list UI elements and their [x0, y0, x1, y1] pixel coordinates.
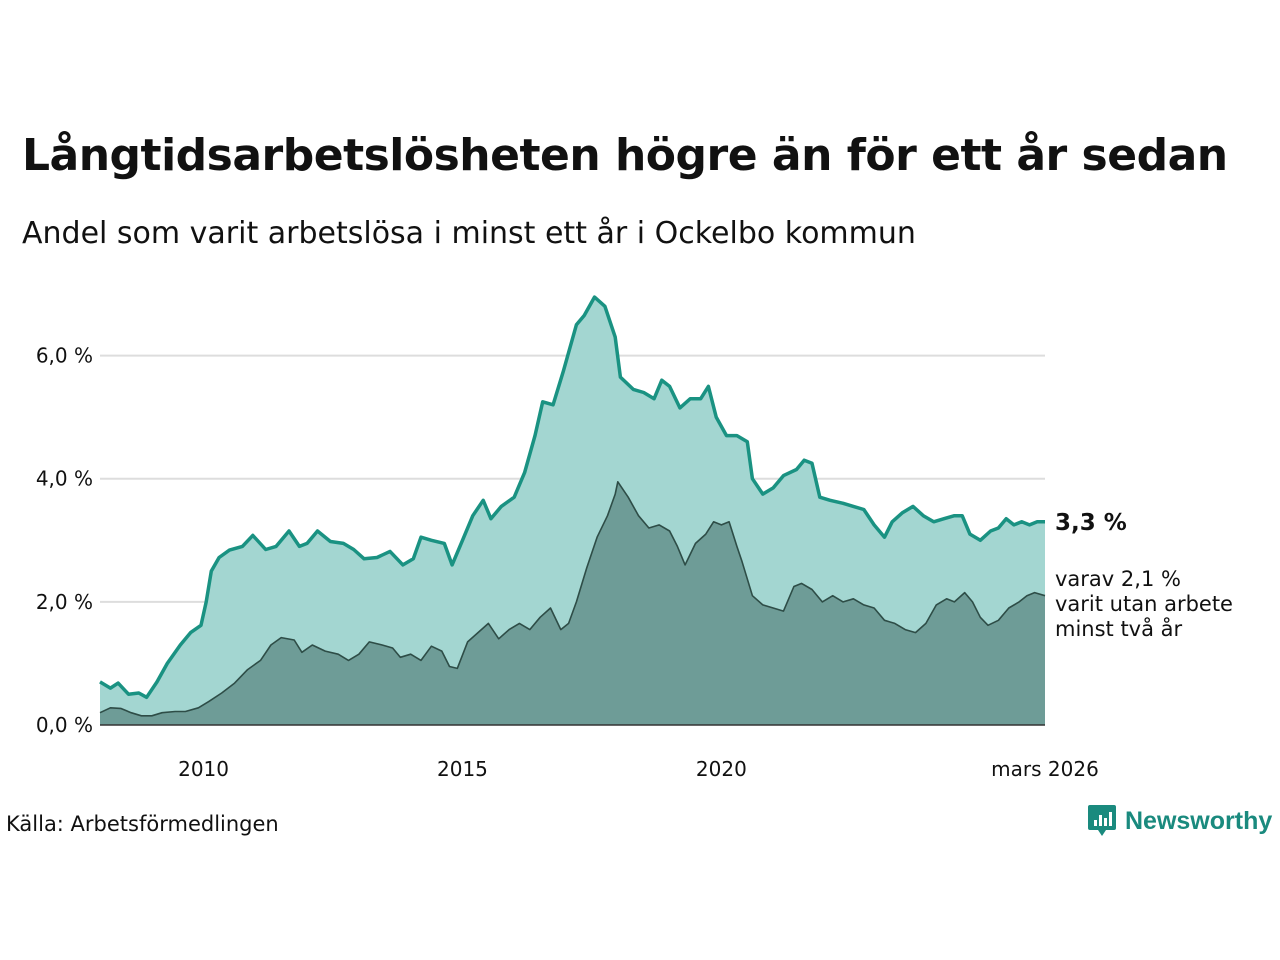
x-axis-ticks: 2010 2015 2020 mars 2026 [178, 757, 1099, 781]
newsworthy-logo-icon [1088, 805, 1116, 836]
y-tick-label: 6,0 % [36, 344, 93, 368]
series-end-label: 3,3 % [1055, 510, 1127, 536]
x-tick-label: 2015 [437, 757, 488, 781]
unemployed-two-years-area [100, 481, 1045, 725]
y-tick-label: 0,0 % [36, 713, 93, 737]
subseries-end-label-line: minst två år [1055, 616, 1183, 641]
subseries-end-label-line: varit utan arbete [1055, 592, 1233, 616]
y-tick-label: 4,0 % [36, 467, 93, 491]
brand-logo: Newsworthy [1087, 803, 1272, 839]
x-tick-label: 2020 [696, 757, 747, 781]
chart-subtitle: Andel som varit arbetslösa i minst ett å… [22, 216, 916, 251]
y-axis-ticks: 0,0 % 2,0 % 4,0 % 6,0 % [36, 344, 93, 737]
data-areas [99, 295, 1046, 725]
unemployed-two-years-line [99, 481, 1046, 717]
y-tick-label: 2,0 % [36, 590, 93, 614]
brand-name: Newsworthy [1125, 806, 1273, 835]
chart-title: Långtidsarbetslösheten högre än för ett … [22, 130, 1228, 181]
subseries-end-label-line: varav 2,1 % [1055, 567, 1181, 591]
x-tick-label: mars 2026 [991, 757, 1099, 781]
source-note: Källa: Arbetsförmedlingen [6, 812, 279, 836]
long-term-unemployed-line [99, 295, 1045, 700]
x-tick-label: 2010 [178, 757, 229, 781]
